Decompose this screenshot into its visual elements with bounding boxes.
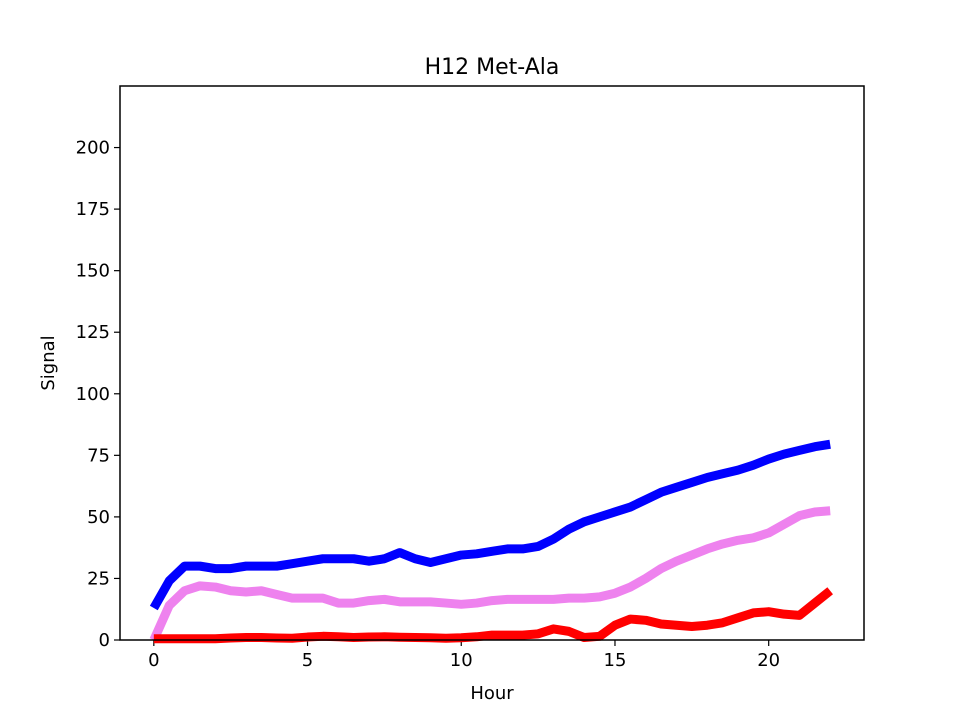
y-tick-label: 50 (87, 507, 110, 528)
x-tick-label: 10 (450, 650, 473, 671)
y-tick-label: 200 (76, 138, 110, 159)
y-tick-label: 125 (76, 322, 110, 343)
y-tick-label: 175 (76, 199, 110, 220)
y-axis-label: Signal (38, 335, 59, 390)
x-tick-label: 15 (604, 650, 627, 671)
chart-title: H12 Met-Ala (425, 55, 560, 80)
series-line-3 (153, 587, 833, 644)
x-tick-label: 20 (757, 650, 780, 671)
y-tick-label: 100 (76, 384, 110, 405)
y-tick-label: 75 (87, 445, 110, 466)
x-axis-label: Hour (470, 683, 514, 704)
x-tick-label: 0 (148, 650, 159, 671)
y-tick-label: 25 (87, 568, 110, 589)
plot-frame (119, 85, 865, 641)
series-line-2 (149, 506, 831, 642)
y-tick-label: 150 (76, 261, 110, 282)
series-line-1 (149, 439, 831, 611)
series-lines (149, 439, 833, 644)
y-tick-label: 0 (99, 630, 110, 651)
x-tick-label: 5 (302, 650, 313, 671)
